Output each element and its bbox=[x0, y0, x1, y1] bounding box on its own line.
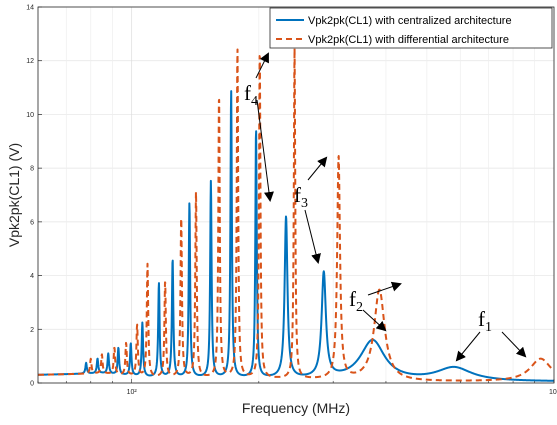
y-tick-label: 8 bbox=[30, 166, 34, 173]
annotation-f2: f2 bbox=[349, 281, 402, 332]
legend-label-centralized: Vpk2pk(CL1) with centralized architectur… bbox=[308, 15, 512, 27]
legend-label-differential: Vpk2pk(CL1) with differential architectu… bbox=[308, 34, 509, 46]
legend: Vpk2pk(CL1) with centralized architectur… bbox=[269, 7, 553, 49]
plot-clip bbox=[38, 47, 554, 382]
annotation-f1-arrow-centralized bbox=[455, 331, 481, 362]
y-tick-label: 14 bbox=[26, 5, 34, 12]
annotation-f2-arrow-centralized bbox=[362, 309, 387, 332]
y-tick-label: 12 bbox=[26, 58, 34, 65]
annotation-f1-arrow-differential bbox=[501, 331, 527, 358]
annotation-f1: f1 bbox=[455, 307, 527, 362]
annotation-f4-arrow-differential bbox=[255, 52, 269, 79]
annotation-f4-label: f4 bbox=[244, 81, 258, 109]
annotation-f3-arrow-centralized bbox=[304, 209, 321, 264]
y-tick-label: 0 bbox=[30, 381, 34, 388]
annotation-f3-label: f3 bbox=[294, 183, 308, 211]
y-tick-label: 6 bbox=[30, 219, 34, 226]
series-line-centralized bbox=[38, 90, 554, 382]
x-tick-label: 10³ bbox=[549, 389, 557, 396]
series-layer bbox=[38, 47, 554, 382]
annotation-f4: f4 bbox=[244, 52, 274, 202]
y-tick-label: 10 bbox=[26, 112, 34, 119]
annotation-f4-arrow-centralized bbox=[256, 99, 274, 202]
y-tick-label: 2 bbox=[30, 327, 34, 334]
annotation-f1-label: f1 bbox=[478, 307, 492, 335]
annotation-f3-arrow-differential bbox=[307, 156, 328, 181]
annotation-f2-arrow-differential bbox=[367, 281, 402, 296]
x-axis-label: Frequency (MHz) bbox=[242, 400, 350, 416]
x-tick-label: 10² bbox=[127, 389, 138, 396]
y-tick-label: 4 bbox=[30, 273, 34, 280]
annotation-f2-label: f2 bbox=[349, 287, 363, 315]
tick-layer: 0 2 4 6 8 10 12 14 10² 10³ bbox=[26, 5, 557, 397]
series-line-differential bbox=[38, 47, 554, 382]
plot-frame bbox=[37, 6, 555, 384]
y-axis-label: Vpk2pk(CL1) (V) bbox=[6, 143, 22, 247]
annotation-f3: f3 bbox=[294, 156, 328, 264]
legend-box bbox=[269, 7, 553, 49]
